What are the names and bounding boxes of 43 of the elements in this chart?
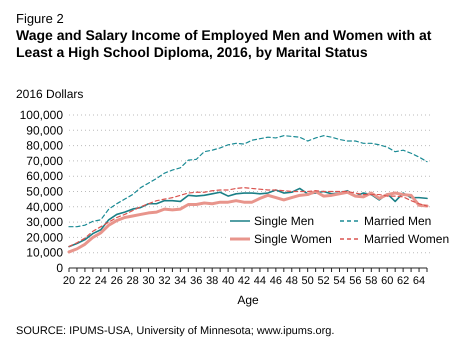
x-tick-label: 44 (254, 275, 266, 287)
legend-label: Single Women (254, 232, 332, 246)
legend-label: Married Men (364, 214, 432, 228)
x-tick-label: 24 (94, 275, 107, 287)
x-axis-title: Age (237, 293, 259, 307)
y-tick-label: 10,000 (26, 246, 64, 260)
x-tick-label: 26 (110, 275, 123, 287)
y-tick-label: 90,000 (26, 123, 64, 138)
x-tick-label: 50 (302, 275, 314, 287)
x-tick-label: 64 (412, 275, 426, 287)
chart-title: Wage and Salary Income of Employed Men and Women with at Least a High School Diploma, 2016, by Marital Status (16, 27, 432, 60)
y-axis-title: 2016 Dollars (16, 87, 84, 101)
x-tick-label: 54 (333, 275, 346, 287)
x-tick-label: 60 (381, 275, 394, 287)
y-tick-label: 50,000 (26, 184, 64, 198)
x-tick-label: 30 (142, 275, 155, 287)
y-tick-label: 20,000 (26, 230, 64, 244)
chart-subtitle: Figure 2 (16, 11, 64, 26)
x-tick-label: 46 (270, 275, 282, 287)
x-tick-label: 58 (365, 275, 378, 287)
x-tick-label: 56 (349, 275, 362, 287)
y-tick-label: 30,000 (26, 215, 64, 230)
x-tick-label: 40 (222, 275, 234, 287)
x-tick-label: 62 (397, 275, 410, 287)
x-tick-label: 28 (126, 275, 139, 287)
x-tick-label: 22 (78, 275, 92, 287)
y-tick-label: 100,000 (20, 108, 64, 122)
x-tick-label: 20 (62, 275, 76, 287)
x-tick-label: 48 (286, 275, 298, 287)
x-tick-label: 32 (158, 275, 171, 287)
legend-label: Married Women (364, 232, 450, 246)
source-note: SOURCE: IPUMS-USA, University of Minnesota; www.ipums.org. (16, 325, 334, 337)
x-tick-label: 42 (238, 275, 250, 287)
y-tick-label: 40,000 (26, 200, 64, 214)
x-tick-label: 36 (190, 275, 202, 287)
y-tick-label: 0 (56, 261, 64, 275)
y-tick-label: 60,000 (26, 169, 64, 184)
x-tick-label: 38 (206, 275, 218, 287)
x-tick-label: 52 (317, 275, 330, 287)
y-tick-label: 70,000 (26, 154, 64, 168)
legend-label: Single Men (254, 214, 314, 228)
x-tick-label: 34 (174, 275, 187, 287)
y-tick-label: 80,000 (26, 138, 64, 153)
